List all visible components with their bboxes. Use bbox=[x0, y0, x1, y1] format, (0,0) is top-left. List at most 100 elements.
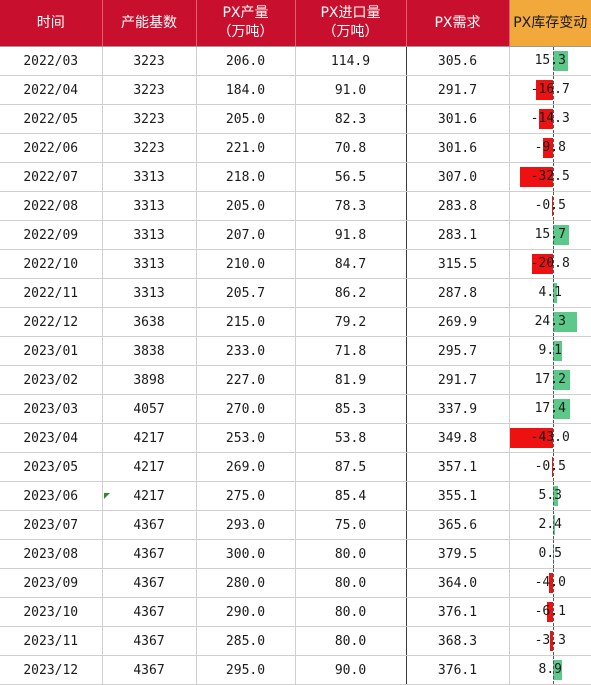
cell-date[interactable]: 2022/09 bbox=[0, 221, 102, 250]
cell-capacity[interactable]: 4367 bbox=[102, 598, 196, 627]
cell-capacity[interactable]: 4367 bbox=[102, 627, 196, 656]
cell-capacity[interactable]: 4217 bbox=[102, 424, 196, 453]
header-inventory-change[interactable]: PX库存变动 bbox=[509, 0, 591, 47]
cell-date[interactable]: 2022/11 bbox=[0, 279, 102, 308]
cell-inventory-change[interactable]: -6.1 bbox=[509, 598, 591, 627]
cell-capacity[interactable]: 3223 bbox=[102, 47, 196, 76]
cell-capacity[interactable]: 3838 bbox=[102, 337, 196, 366]
cell-inventory-change[interactable]: -20.8 bbox=[509, 250, 591, 279]
cell-date[interactable]: 2022/05 bbox=[0, 105, 102, 134]
cell-date[interactable]: 2023/06 bbox=[0, 482, 102, 511]
cell-inventory-change[interactable]: -43.0 bbox=[509, 424, 591, 453]
cell-output[interactable]: 275.0 bbox=[196, 482, 295, 511]
cell-date[interactable]: 2023/10 bbox=[0, 598, 102, 627]
cell-inventory-change[interactable]: 0.5 bbox=[509, 540, 591, 569]
cell-capacity[interactable]: 3313 bbox=[102, 279, 196, 308]
cell-imports[interactable]: 85.3 bbox=[295, 395, 406, 424]
cell-date[interactable]: 2023/12 bbox=[0, 656, 102, 685]
cell-capacity[interactable]: 3223 bbox=[102, 134, 196, 163]
cell-date[interactable]: 2023/09 bbox=[0, 569, 102, 598]
cell-demand[interactable]: 365.6 bbox=[406, 511, 509, 540]
cell-imports[interactable]: 82.3 bbox=[295, 105, 406, 134]
cell-date[interactable]: 2023/01 bbox=[0, 337, 102, 366]
cell-demand[interactable]: 283.8 bbox=[406, 192, 509, 221]
cell-inventory-change[interactable]: -32.5 bbox=[509, 163, 591, 192]
cell-demand[interactable]: 305.6 bbox=[406, 47, 509, 76]
header-demand[interactable]: PX需求 bbox=[406, 0, 509, 47]
cell-inventory-change[interactable]: -4.0 bbox=[509, 569, 591, 598]
cell-demand[interactable]: 307.0 bbox=[406, 163, 509, 192]
cell-inventory-change[interactable]: 17.4 bbox=[509, 395, 591, 424]
cell-date[interactable]: 2023/11 bbox=[0, 627, 102, 656]
cell-inventory-change[interactable]: 9.1 bbox=[509, 337, 591, 366]
cell-inventory-change[interactable]: 2.4 bbox=[509, 511, 591, 540]
cell-demand[interactable]: 287.8 bbox=[406, 279, 509, 308]
cell-inventory-change[interactable]: -0.5 bbox=[509, 192, 591, 221]
cell-date[interactable]: 2022/10 bbox=[0, 250, 102, 279]
cell-imports[interactable]: 53.8 bbox=[295, 424, 406, 453]
cell-date[interactable]: 2022/07 bbox=[0, 163, 102, 192]
cell-demand[interactable]: 368.3 bbox=[406, 627, 509, 656]
header-date[interactable]: 时间 bbox=[0, 0, 102, 47]
cell-capacity[interactable]: 4367 bbox=[102, 569, 196, 598]
cell-inventory-change[interactable]: 4.1 bbox=[509, 279, 591, 308]
cell-inventory-change[interactable]: 8.9 bbox=[509, 656, 591, 685]
cell-capacity[interactable]: 3638 bbox=[102, 308, 196, 337]
cell-imports[interactable]: 81.9 bbox=[295, 366, 406, 395]
cell-output[interactable]: 221.0 bbox=[196, 134, 295, 163]
cell-capacity[interactable]: 3313 bbox=[102, 221, 196, 250]
cell-output[interactable]: 218.0 bbox=[196, 163, 295, 192]
cell-demand[interactable]: 295.7 bbox=[406, 337, 509, 366]
cell-output[interactable]: 184.0 bbox=[196, 76, 295, 105]
header-output[interactable]: PX产量（万吨） bbox=[196, 0, 295, 47]
cell-date[interactable]: 2022/06 bbox=[0, 134, 102, 163]
cell-inventory-change[interactable]: 5.3 bbox=[509, 482, 591, 511]
cell-capacity[interactable]: 4217 bbox=[102, 453, 196, 482]
cell-date[interactable]: 2023/04 bbox=[0, 424, 102, 453]
cell-imports[interactable]: 86.2 bbox=[295, 279, 406, 308]
cell-output[interactable]: 280.0 bbox=[196, 569, 295, 598]
cell-capacity[interactable]: 4057 bbox=[102, 395, 196, 424]
cell-capacity[interactable]: 3313 bbox=[102, 163, 196, 192]
cell-output[interactable]: 205.0 bbox=[196, 105, 295, 134]
cell-output[interactable]: 207.0 bbox=[196, 221, 295, 250]
cell-inventory-change[interactable]: -14.3 bbox=[509, 105, 591, 134]
cell-date[interactable]: 2023/08 bbox=[0, 540, 102, 569]
cell-imports[interactable]: 84.7 bbox=[295, 250, 406, 279]
header-imports[interactable]: PX进口量（万吨） bbox=[295, 0, 406, 47]
cell-inventory-change[interactable]: 24.3 bbox=[509, 308, 591, 337]
cell-inventory-change[interactable]: -16.7 bbox=[509, 76, 591, 105]
cell-capacity[interactable]: 4217 bbox=[102, 482, 196, 511]
cell-imports[interactable]: 91.8 bbox=[295, 221, 406, 250]
cell-date[interactable]: 2023/07 bbox=[0, 511, 102, 540]
cell-demand[interactable]: 357.1 bbox=[406, 453, 509, 482]
cell-output[interactable]: 290.0 bbox=[196, 598, 295, 627]
cell-capacity[interactable]: 3223 bbox=[102, 105, 196, 134]
cell-output[interactable]: 233.0 bbox=[196, 337, 295, 366]
cell-inventory-change[interactable]: -9.8 bbox=[509, 134, 591, 163]
cell-capacity[interactable]: 3898 bbox=[102, 366, 196, 395]
cell-imports[interactable]: 78.3 bbox=[295, 192, 406, 221]
cell-imports[interactable]: 56.5 bbox=[295, 163, 406, 192]
cell-demand[interactable]: 337.9 bbox=[406, 395, 509, 424]
cell-inventory-change[interactable]: 15.7 bbox=[509, 221, 591, 250]
cell-inventory-change[interactable]: -0.5 bbox=[509, 453, 591, 482]
cell-output[interactable]: 227.0 bbox=[196, 366, 295, 395]
cell-output[interactable]: 210.0 bbox=[196, 250, 295, 279]
cell-imports[interactable]: 80.0 bbox=[295, 598, 406, 627]
cell-output[interactable]: 253.0 bbox=[196, 424, 295, 453]
cell-imports[interactable]: 70.8 bbox=[295, 134, 406, 163]
cell-imports[interactable]: 87.5 bbox=[295, 453, 406, 482]
cell-imports[interactable]: 80.0 bbox=[295, 540, 406, 569]
cell-date[interactable]: 2022/12 bbox=[0, 308, 102, 337]
cell-date[interactable]: 2022/08 bbox=[0, 192, 102, 221]
cell-imports[interactable]: 114.9 bbox=[295, 47, 406, 76]
cell-demand[interactable]: 349.8 bbox=[406, 424, 509, 453]
cell-capacity[interactable]: 4367 bbox=[102, 540, 196, 569]
cell-output[interactable]: 270.0 bbox=[196, 395, 295, 424]
cell-imports[interactable]: 90.0 bbox=[295, 656, 406, 685]
cell-demand[interactable]: 315.5 bbox=[406, 250, 509, 279]
cell-demand[interactable]: 364.0 bbox=[406, 569, 509, 598]
cell-output[interactable]: 295.0 bbox=[196, 656, 295, 685]
cell-output[interactable]: 285.0 bbox=[196, 627, 295, 656]
